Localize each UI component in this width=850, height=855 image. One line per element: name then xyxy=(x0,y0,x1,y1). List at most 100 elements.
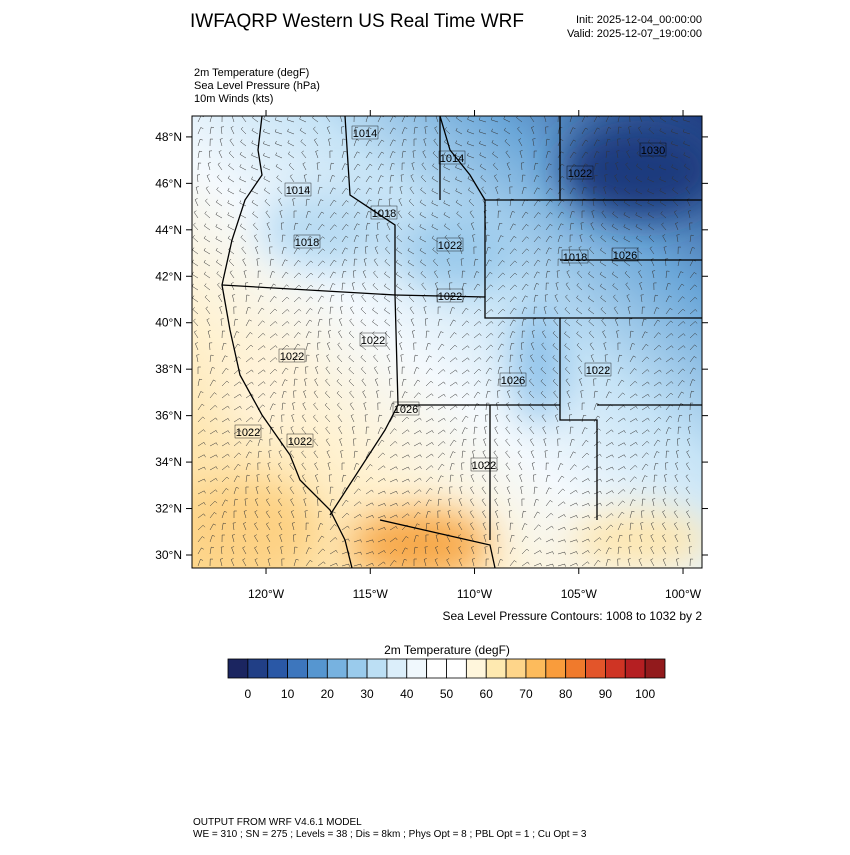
wind-barb xyxy=(425,330,430,339)
wind-barb xyxy=(243,522,247,531)
wind-barb xyxy=(407,223,415,231)
wind-barb xyxy=(473,357,482,363)
lat-label: 44°N xyxy=(155,223,182,237)
lon-label: 110°W xyxy=(457,587,493,601)
wind-barb xyxy=(444,235,451,243)
wind-barb xyxy=(325,438,331,447)
wind-barb xyxy=(497,260,505,267)
wind-barb xyxy=(196,174,201,183)
wind-barb xyxy=(437,417,446,423)
wind-barb xyxy=(425,380,434,387)
wind-barb xyxy=(365,234,370,243)
wind-barb xyxy=(317,174,322,183)
wind-barb xyxy=(305,186,309,195)
wind-barb xyxy=(203,259,211,267)
wind-barb xyxy=(588,246,595,255)
wind-barb xyxy=(435,116,439,123)
wind-barb xyxy=(517,450,523,459)
wind-barb xyxy=(413,138,417,146)
wind-barb xyxy=(544,294,548,303)
wind-barb xyxy=(365,464,373,471)
wind-barb xyxy=(216,174,223,183)
wind-barb xyxy=(265,498,271,507)
wind-barb xyxy=(197,536,205,543)
wind-barb xyxy=(432,258,439,267)
wind-barb xyxy=(312,414,319,423)
wind-barb xyxy=(435,546,439,555)
colorbar-box xyxy=(326,658,348,679)
wind-barb xyxy=(455,140,463,147)
wind-barb xyxy=(689,390,695,399)
wind-barb xyxy=(665,333,674,339)
wind-barb xyxy=(528,390,535,399)
field-label: Sea Level Pressure (hPa) xyxy=(194,80,320,92)
wind-barb xyxy=(492,162,499,171)
wind-barb xyxy=(505,474,511,483)
wind-barb xyxy=(505,450,511,459)
wind-barb xyxy=(493,174,499,183)
wind-barb xyxy=(545,474,551,483)
contour-label: 1014 xyxy=(440,153,464,165)
wind-barb xyxy=(302,402,307,411)
wind-barb xyxy=(588,330,595,339)
wind-barb xyxy=(302,162,307,171)
wind-barb xyxy=(436,522,440,531)
wind-barb xyxy=(329,224,337,231)
wind-barb xyxy=(384,271,391,279)
wind-barb xyxy=(337,342,343,351)
wind-barb xyxy=(348,367,355,375)
wind-barb xyxy=(497,378,502,387)
wind-barb xyxy=(221,393,230,399)
wind-barb xyxy=(564,343,571,351)
wind-barb xyxy=(599,247,607,255)
wind-barb xyxy=(221,511,227,519)
wind-barb xyxy=(545,500,553,507)
wind-barb xyxy=(461,450,466,459)
wind-barb xyxy=(339,306,343,315)
wind-barb xyxy=(578,366,583,375)
wind-barb xyxy=(653,381,662,387)
wind-barb xyxy=(517,438,523,447)
wind-barb xyxy=(341,270,347,279)
wind-barb xyxy=(449,462,455,471)
wind-barb xyxy=(401,478,410,483)
wind-barb xyxy=(353,551,362,555)
wind-barb xyxy=(458,234,463,243)
wind-barb xyxy=(640,294,644,303)
wind-barb xyxy=(193,210,199,219)
lat-label: 32°N xyxy=(155,502,182,516)
wind-barb xyxy=(665,392,674,399)
wind-barb xyxy=(420,271,427,279)
wind-barb xyxy=(192,307,199,315)
wind-barb xyxy=(629,380,638,387)
wind-barb xyxy=(449,381,458,387)
wind-barb xyxy=(675,450,680,459)
wind-barb xyxy=(628,546,632,555)
wind-barb xyxy=(209,442,218,447)
wind-barb xyxy=(545,512,554,519)
wind-barb xyxy=(569,187,576,195)
wind-barb xyxy=(316,162,320,171)
wind-barb xyxy=(263,164,271,171)
wind-barb xyxy=(425,476,433,483)
wind-barb xyxy=(266,486,271,495)
wind-barb xyxy=(203,223,211,231)
wind-barb xyxy=(455,199,463,207)
wind-barb xyxy=(576,331,583,339)
wind-barb xyxy=(624,175,631,183)
wind-barb xyxy=(245,282,249,291)
wind-barb xyxy=(635,175,643,183)
wind-barb xyxy=(305,296,313,303)
wind-barb xyxy=(467,140,475,147)
wind-barb xyxy=(605,416,614,423)
wind-barb xyxy=(251,152,259,159)
wind-barb xyxy=(240,139,247,147)
wind-barb xyxy=(265,510,271,519)
wind-barb xyxy=(688,414,693,423)
wind-barb xyxy=(443,188,451,195)
wind-barb xyxy=(485,344,493,351)
wind-barb xyxy=(653,369,662,375)
wind-barb xyxy=(231,534,235,543)
wind-barb xyxy=(305,342,311,351)
wind-barb xyxy=(407,271,415,279)
